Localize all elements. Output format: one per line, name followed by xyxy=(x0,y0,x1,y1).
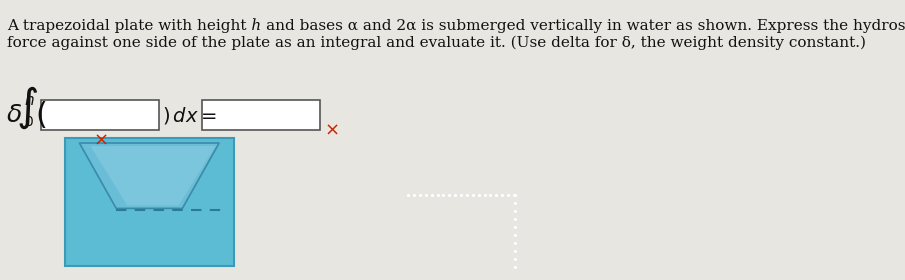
Text: $($: $($ xyxy=(34,99,46,130)
Bar xyxy=(42,100,159,130)
Text: $\times$: $\times$ xyxy=(92,131,108,149)
Text: $\times$: $\times$ xyxy=(324,121,338,139)
Text: A trapezoidal plate with height ℎ and bases α and 2α is submerged vertically in : A trapezoidal plate with height ℎ and ba… xyxy=(7,18,905,33)
Text: $\delta$: $\delta$ xyxy=(6,104,22,127)
Text: $0$: $0$ xyxy=(24,115,34,129)
Text: $\int$: $\int$ xyxy=(16,85,38,131)
Text: $h$: $h$ xyxy=(24,92,35,108)
Polygon shape xyxy=(90,146,215,206)
Text: force against one side of the plate as an integral and evaluate it. (Use delta f: force against one side of the plate as a… xyxy=(7,36,866,50)
Polygon shape xyxy=(80,143,219,208)
Bar xyxy=(202,100,319,130)
Bar xyxy=(65,138,233,266)
Text: $)\,dx =$: $)\,dx =$ xyxy=(162,104,216,125)
